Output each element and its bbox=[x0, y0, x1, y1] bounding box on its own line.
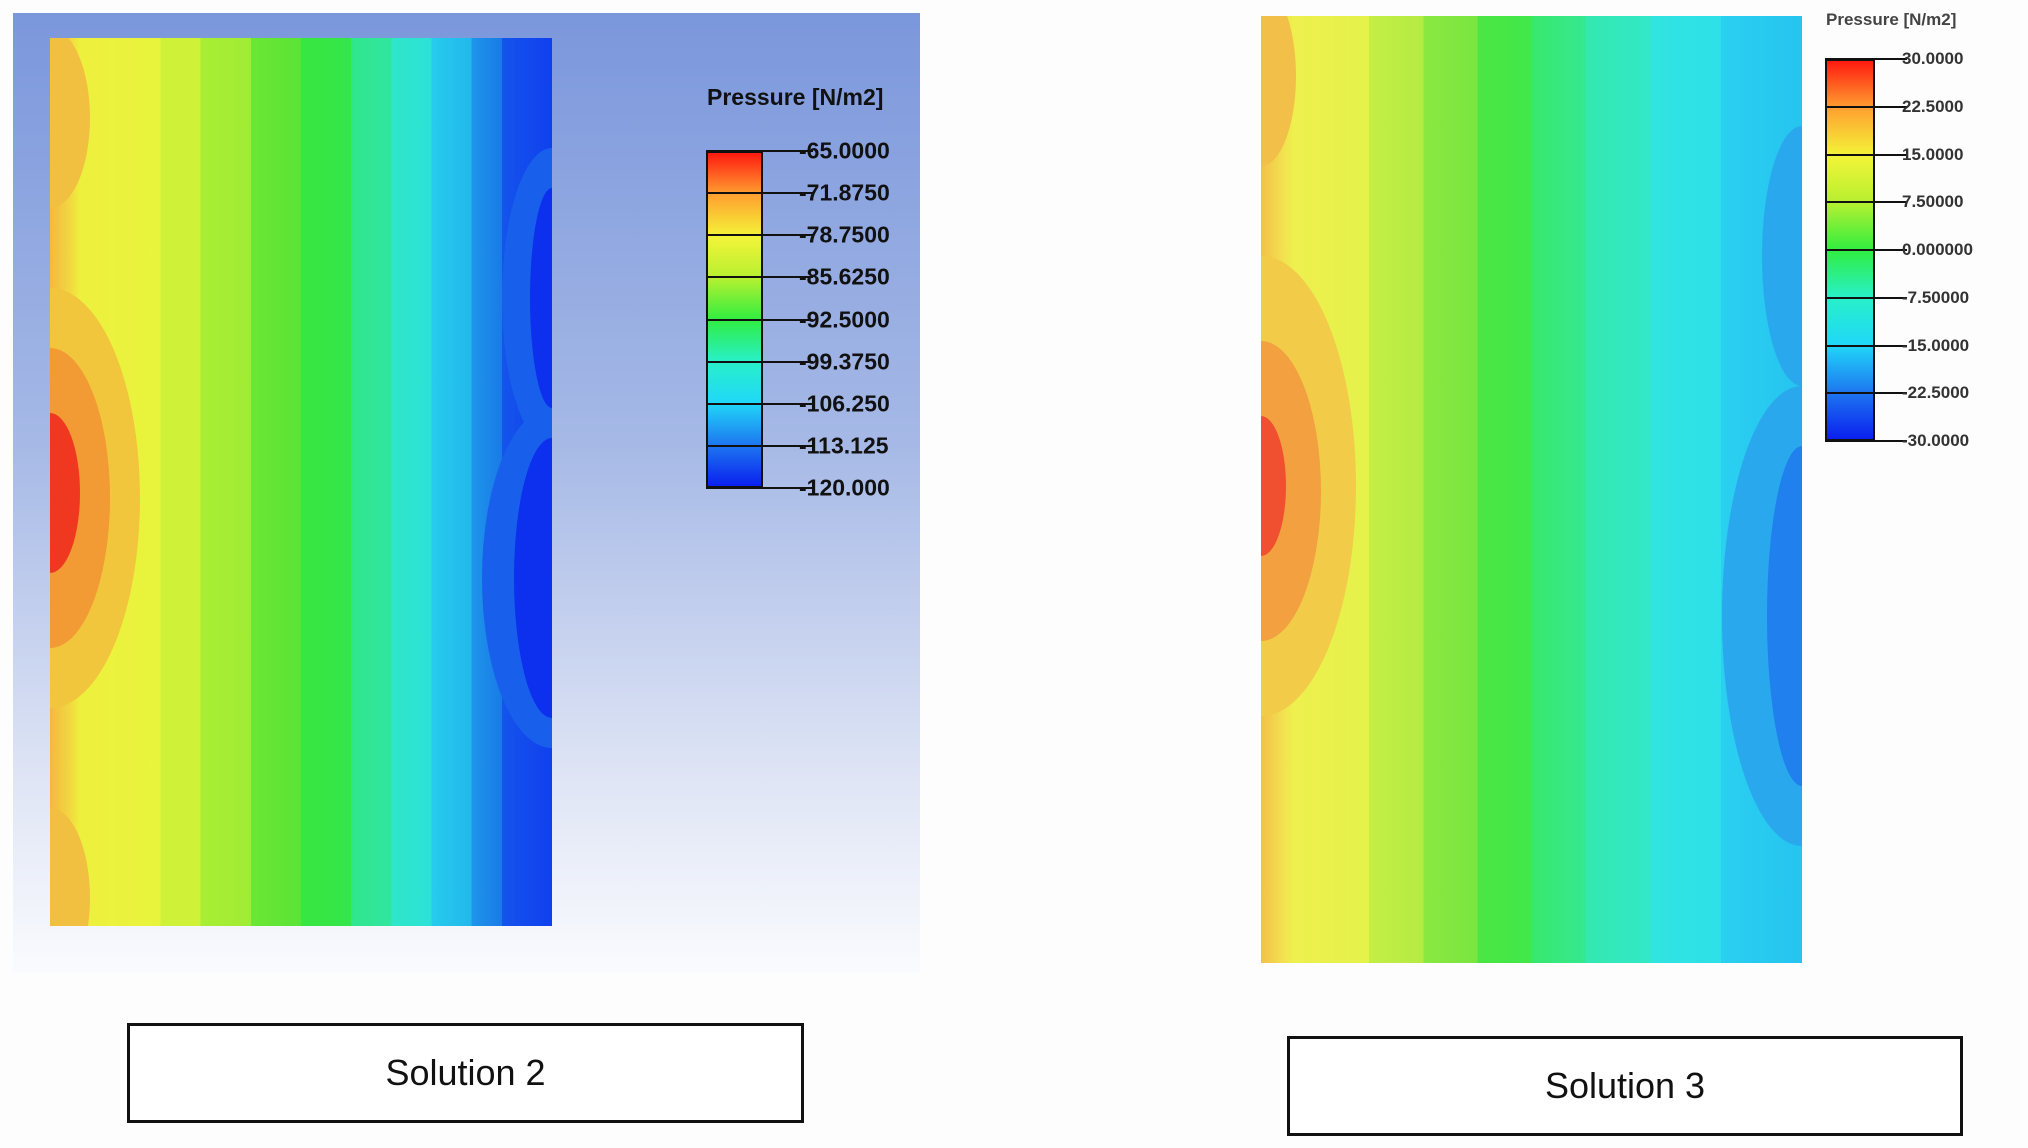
contour-orange-top bbox=[50, 38, 90, 208]
solution-2-legend-title: Pressure [N/m2] bbox=[707, 84, 884, 110]
legend-tick bbox=[706, 192, 813, 195]
contour-red-spot bbox=[50, 413, 80, 573]
legend-label: 22.5000 bbox=[1902, 96, 1964, 116]
legend-tick bbox=[1825, 58, 1907, 60]
legend-tick bbox=[706, 150, 813, 152]
contour-orange bbox=[1261, 341, 1321, 641]
legend-tick bbox=[706, 402, 813, 405]
legend-tick bbox=[1825, 249, 1907, 251]
contour-orange-top bbox=[1261, 16, 1296, 166]
contour-deeper-blue-mid bbox=[1767, 446, 1802, 786]
legend-tick bbox=[1825, 105, 1907, 108]
legend-tick bbox=[706, 444, 813, 447]
legend-label: -85.6250 bbox=[799, 263, 890, 290]
legend-label: -22.5000 bbox=[1902, 383, 1970, 403]
solution-2-caption: Solution 2 bbox=[127, 1023, 804, 1123]
legend-label: -7.50000 bbox=[1902, 287, 1970, 307]
contour-red-spot bbox=[1261, 416, 1286, 556]
legend-label: -71.8750 bbox=[799, 179, 890, 206]
legend-tick bbox=[706, 360, 813, 363]
legend-label: 30.0000 bbox=[1902, 49, 1964, 68]
contour-deep-blue-top bbox=[530, 188, 552, 408]
legend-label: -99.3750 bbox=[799, 348, 890, 375]
legend-label: -106.250 bbox=[799, 390, 890, 417]
legend-tick bbox=[706, 276, 813, 279]
legend-label: -78.7500 bbox=[799, 221, 890, 248]
solution-3-legend-title: Pressure [N/m2] bbox=[1826, 10, 1957, 29]
legend-label: -15.0000 bbox=[1902, 335, 1970, 355]
legend-label: -113.125 bbox=[799, 432, 889, 459]
legend-label: 0.000000 bbox=[1902, 240, 1973, 259]
solution-3-pressure-contour bbox=[1261, 16, 1802, 963]
solution-2-pressure-contour bbox=[50, 38, 552, 926]
legend-tick bbox=[1825, 344, 1907, 347]
legend-tick bbox=[706, 234, 813, 237]
legend-label: 7.50000 bbox=[1902, 192, 1964, 212]
legend-label: -30.0000 bbox=[1902, 431, 1970, 450]
legend-tick bbox=[1825, 440, 1907, 442]
legend-label: -65.0000 bbox=[799, 137, 890, 164]
legend-tick bbox=[1825, 392, 1907, 395]
legend-tick bbox=[1825, 296, 1907, 299]
contour-blue-top bbox=[1762, 126, 1802, 386]
legend-label: -120.000 bbox=[799, 474, 890, 501]
legend-label: 15.0000 bbox=[1902, 144, 1964, 164]
solution-3-caption: Solution 3 bbox=[1287, 1036, 1963, 1136]
legend-tick bbox=[706, 487, 813, 489]
contour-orange-bottom bbox=[50, 808, 90, 926]
legend-tick bbox=[1825, 153, 1907, 156]
legend-label: -92.5000 bbox=[799, 306, 890, 332]
legend-tick bbox=[706, 318, 813, 321]
legend-tick bbox=[1825, 201, 1907, 204]
contour-orange bbox=[50, 348, 110, 648]
contour-deep-blue-mid bbox=[514, 438, 552, 718]
